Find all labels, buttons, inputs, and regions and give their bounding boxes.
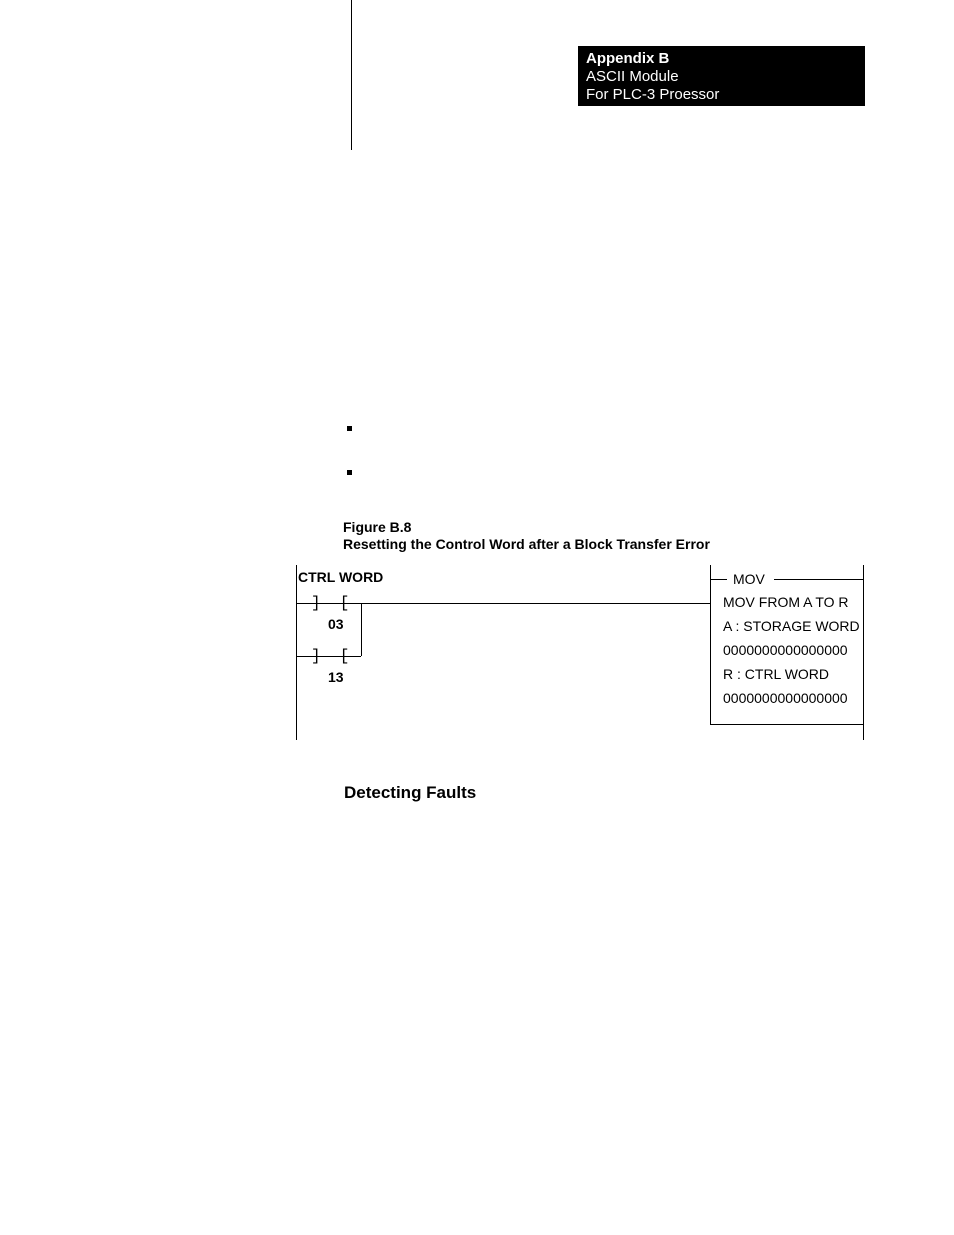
ladder-diagram: CTRL WORD ] [ 03 ] [ 13 MOV MOV FROM A T… <box>296 565 864 740</box>
appendix-header: Appendix B ASCII Module For PLC-3 Proess… <box>578 46 865 106</box>
appendix-header-line2: ASCII Module <box>586 68 857 86</box>
contact-1: ] [ <box>311 594 349 612</box>
box-top-right-seg <box>774 579 864 580</box>
contact-glyph: ] [ <box>311 594 349 612</box>
appendix-header-line1: Appendix B <box>586 50 857 68</box>
bullet-list <box>347 420 747 508</box>
branch-merge-line <box>361 603 362 656</box>
bullet-item <box>347 464 747 486</box>
mov-line: A : STORAGE WORD <box>723 618 860 634</box>
rung-to-box-line <box>361 603 710 604</box>
ctrl-word-label: CTRL WORD <box>298 569 383 585</box>
figure-caption: Figure B.8 Resetting the Control Word af… <box>343 519 710 553</box>
contact-2-num: 13 <box>328 669 344 685</box>
figure-label: Figure B.8 <box>343 519 411 535</box>
branch-left-line <box>296 603 297 656</box>
mov-line: 0000000000000000 <box>723 642 848 658</box>
contact-1-num: 03 <box>328 616 344 632</box>
mov-line: MOV FROM A TO R <box>723 594 849 610</box>
square-bullet-icon <box>347 426 352 431</box>
mov-line: 0000000000000000 <box>723 690 848 706</box>
mov-title: MOV <box>733 571 765 587</box>
detecting-faults-heading: Detecting Faults <box>344 783 476 803</box>
square-bullet-icon <box>347 470 352 475</box>
appendix-header-line3: For PLC-3 Proessor <box>586 86 857 104</box>
contact-2: ] [ <box>311 647 349 665</box>
contact-glyph: ] [ <box>311 647 349 665</box>
mov-instruction-box: MOV MOV FROM A TO R A : STORAGE WORD 000… <box>710 565 864 725</box>
figure-title: Resetting the Control Word after a Block… <box>343 536 710 552</box>
vertical-rule <box>351 0 352 150</box>
box-top-left-seg <box>710 579 727 580</box>
mov-line: R : CTRL WORD <box>723 666 829 682</box>
bullet-item <box>347 420 747 442</box>
